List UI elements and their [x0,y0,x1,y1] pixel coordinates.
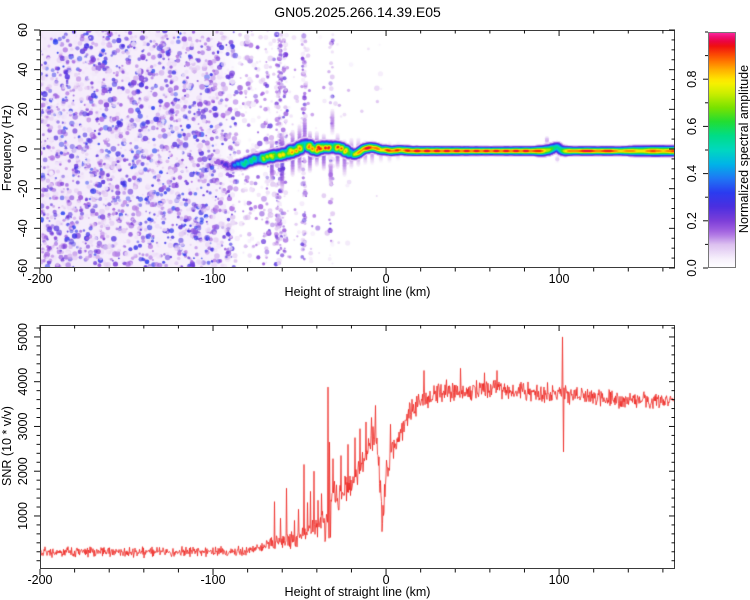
svg-text:-20: -20 [16,180,30,198]
svg-text:60: 60 [16,23,30,37]
svg-text:1000: 1000 [16,502,30,530]
svg-text:0.8: 0.8 [685,70,699,87]
colorbar-title: Normalized spectral amplitude [737,64,750,234]
figure-title: GN05.2025.266.14.39.E05 [274,4,441,20]
svg-text:0.4: 0.4 [685,165,699,182]
svg-text:0: 0 [383,272,390,286]
snr-line-canvas [40,325,675,569]
svg-text:-200: -200 [27,272,52,286]
spectrogram-canvas [40,30,675,268]
svg-text:3000: 3000 [16,413,30,441]
svg-text:0.6: 0.6 [685,118,699,135]
svg-text:100: 100 [549,272,570,286]
frequency-axis-title: Frequency (Hz) [0,104,14,192]
svg-text:2000: 2000 [16,457,30,485]
top-x-axis-title: Height of straight line (km) [284,285,431,299]
svg-text:0: 0 [16,145,30,152]
svg-text:-60: -60 [16,259,30,277]
svg-text:40: 40 [16,63,30,77]
svg-text:-40: -40 [16,219,30,237]
svg-text:0.0: 0.0 [685,259,699,276]
svg-text:20: 20 [16,102,30,116]
svg-text:4000: 4000 [16,368,30,396]
svg-text:-100: -100 [201,272,226,286]
bottom-x-axis-title: Height of straight line (km) [284,585,431,599]
svg-text:5000: 5000 [16,323,30,351]
colorbar-gradient [708,32,736,268]
snr-axis-title: SNR (10 * v/v) [0,406,14,486]
svg-text:0.2: 0.2 [685,212,699,229]
